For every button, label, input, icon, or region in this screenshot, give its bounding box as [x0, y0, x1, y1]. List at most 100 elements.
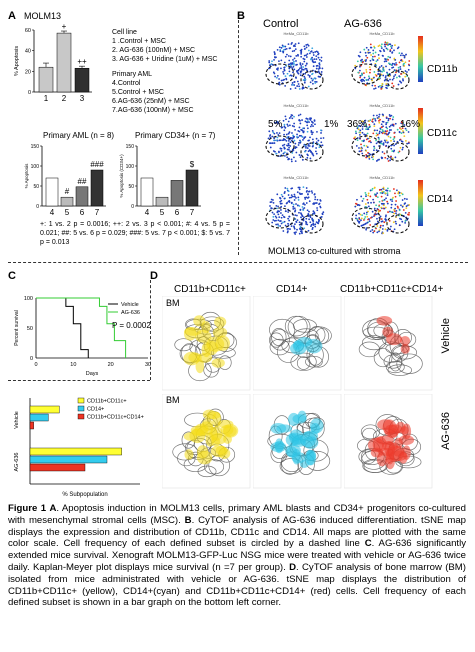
- tsne-point: [310, 50, 312, 53]
- tsne-point: [405, 53, 407, 56]
- contour: [269, 338, 290, 356]
- tsne-point: [386, 71, 388, 74]
- tsne-point: [375, 60, 378, 63]
- tsne-point: [297, 54, 299, 57]
- tsne-point: [310, 223, 313, 226]
- tsne-point: [401, 148, 404, 151]
- subset-density: [214, 316, 227, 328]
- tsne-point: [318, 58, 321, 61]
- tsne-point: [295, 197, 297, 199]
- subset-density: [197, 445, 209, 459]
- tsne-point: [300, 216, 302, 219]
- tsne-point: [314, 61, 317, 63]
- tsne-point: [406, 142, 409, 145]
- tsne-point: [311, 226, 314, 229]
- x-tick-label: 3: [80, 94, 85, 103]
- tsne-point: [370, 141, 372, 144]
- tsne-point: [386, 194, 389, 196]
- tsne-point: [283, 192, 286, 194]
- bar: [90, 169, 104, 207]
- tsne-point: [300, 55, 303, 58]
- tsne-point: [276, 132, 278, 134]
- tsne-point: [314, 223, 317, 226]
- tsne-point: [273, 137, 276, 140]
- tsne-point: [364, 206, 367, 208]
- tsne-point: [383, 207, 386, 210]
- tsne-point: [390, 63, 392, 66]
- tsne-point: [392, 77, 395, 80]
- tsne-point: [364, 119, 367, 122]
- tsne-point: [321, 212, 324, 215]
- tsne-point: [383, 152, 386, 155]
- subset-density: [212, 327, 228, 338]
- tsne-point: [287, 222, 289, 225]
- tsne-point: [395, 76, 398, 79]
- tsne-point: [284, 55, 287, 58]
- tsne-point: [404, 202, 407, 205]
- tsne-point: [313, 212, 316, 215]
- tsne-point: [398, 75, 401, 78]
- tsne-point: [377, 210, 380, 213]
- subset-density: [300, 431, 316, 448]
- bar: [29, 421, 34, 430]
- tsne-point: [291, 82, 294, 84]
- tsne-point: [283, 125, 286, 128]
- subset-density: [205, 432, 215, 447]
- tsne-point: [302, 87, 305, 89]
- tsne-point: [394, 207, 397, 210]
- tsne-point: [306, 197, 309, 199]
- tsne-point: [385, 121, 388, 124]
- tsne-point: [301, 135, 304, 138]
- tsne-point: [389, 228, 392, 231]
- cell-line-item: 1 .Control + MSC: [112, 38, 166, 45]
- tsne-point: [269, 134, 272, 136]
- tsne-point: [401, 205, 404, 208]
- y-axis-label: % Apoptosis: [14, 46, 20, 77]
- tsne-point: [310, 150, 313, 153]
- contour: [373, 348, 393, 368]
- tsne-point: [283, 123, 286, 126]
- tsne-point: [373, 186, 376, 189]
- bm-tsne-map: [253, 394, 342, 489]
- tsne-point: [359, 129, 362, 132]
- primary-aml-item: 6.AG-636 (25nM) + MSC: [112, 98, 190, 105]
- gate-ellipse: [386, 142, 410, 162]
- tsne-point: [283, 66, 286, 69]
- tsne-point: [393, 212, 396, 215]
- tsne-point: [365, 193, 367, 196]
- tsne-point: [305, 146, 307, 149]
- sig-annotation: +: [62, 22, 67, 31]
- legend-label: CD14+: [87, 407, 104, 413]
- tsne-point: [367, 201, 370, 204]
- tsne-point: [268, 130, 271, 133]
- tsne-point: [381, 228, 384, 230]
- tsne-point: [316, 198, 319, 201]
- tsne-point: [371, 79, 374, 82]
- tsne-point: [358, 217, 361, 219]
- tsne-point: [296, 71, 299, 74]
- tsne-point: [272, 71, 275, 74]
- tsne-point: [280, 59, 283, 62]
- category-label: Vehicle: [14, 411, 20, 429]
- tsne-point: [386, 192, 389, 195]
- tsne-point: [287, 132, 290, 135]
- tsne-point: [373, 149, 375, 152]
- bm-tsne-grid: [162, 296, 437, 501]
- tsne-point: [379, 226, 382, 229]
- tsne-point: [362, 72, 365, 75]
- tsne-point: [284, 48, 287, 51]
- tsne-point: [365, 125, 368, 128]
- tsne-point: [364, 84, 367, 86]
- tsne-point: [305, 56, 308, 58]
- tsne-point: [271, 129, 274, 132]
- tsne-point: [394, 192, 396, 195]
- tsne-point: [317, 139, 320, 142]
- tsne-point: [277, 121, 279, 123]
- tsne-point: [367, 49, 370, 51]
- tsne-point: [375, 213, 378, 216]
- subset-density: [400, 335, 411, 346]
- survival-line: [36, 297, 89, 358]
- tsne-point: [288, 67, 291, 69]
- tsne-point: [360, 149, 363, 152]
- tsne-point: [393, 132, 396, 134]
